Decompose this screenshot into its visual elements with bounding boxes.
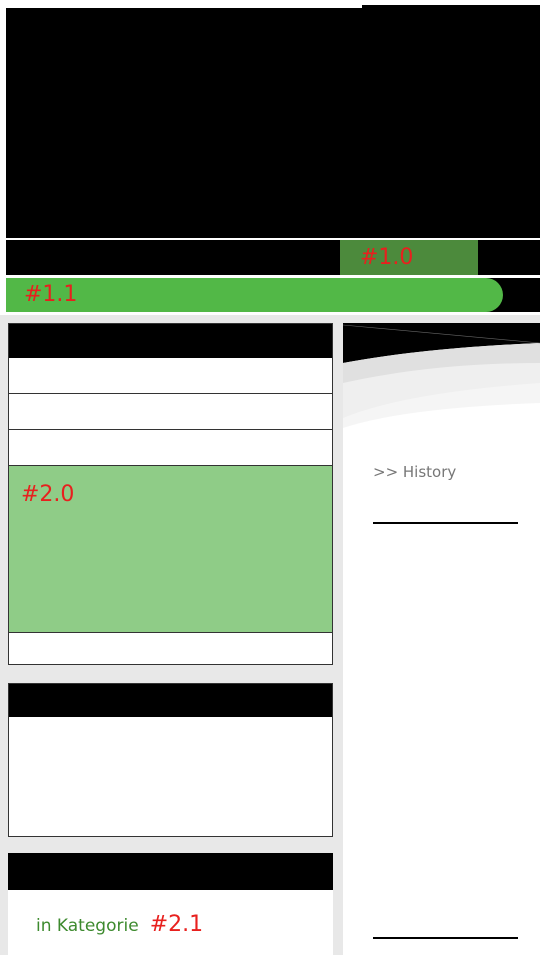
content: >> History bbox=[343, 323, 540, 955]
header-image-top bbox=[362, 5, 540, 10]
category-row: in Kategorie #2.1 bbox=[8, 890, 333, 937]
menu-box: #2.0 bbox=[8, 323, 333, 665]
breadcrumb[interactable]: >> History bbox=[373, 463, 457, 481]
menu-active[interactable]: #2.0 bbox=[9, 466, 332, 633]
side-box bbox=[8, 683, 333, 837]
header-image bbox=[6, 8, 540, 238]
menu-item[interactable] bbox=[9, 358, 332, 394]
category-box: in Kategorie #2.1 bbox=[8, 853, 333, 955]
category-label: #2.1 bbox=[149, 912, 204, 937]
menu-header bbox=[9, 324, 332, 358]
nav-bar[interactable]: #1.1 bbox=[6, 278, 503, 312]
banner-label[interactable]: #1.0 bbox=[340, 240, 478, 275]
side-box-header bbox=[9, 684, 332, 717]
content-header bbox=[343, 323, 540, 428]
divider bbox=[373, 937, 518, 939]
menu-item[interactable] bbox=[9, 430, 332, 466]
category-header bbox=[8, 853, 333, 890]
menu-item[interactable] bbox=[9, 394, 332, 430]
divider bbox=[373, 522, 518, 524]
category-text[interactable]: in Kategorie bbox=[36, 916, 139, 936]
